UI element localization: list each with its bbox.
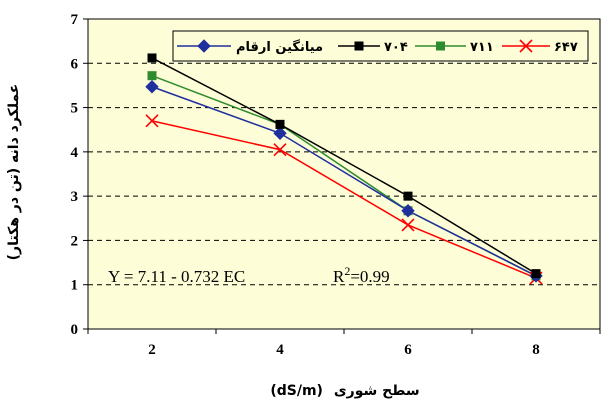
data-point (145, 80, 159, 94)
y-axis: 0 1 2 3 4 5 6 7 (71, 12, 88, 338)
legend-label: ۷۱۱ (470, 40, 494, 55)
data-point (401, 204, 415, 218)
data-point (401, 218, 415, 232)
x-axis: 2 4 6 8 (87, 329, 601, 358)
data-point (145, 114, 159, 128)
data-point (147, 71, 157, 81)
data-point (147, 53, 157, 63)
x-axis-title: (dS/m) سطح شوری (270, 383, 419, 399)
x-tick-label: 6 (404, 342, 412, 358)
y-tick-label: 4 (71, 145, 79, 161)
series-line (151, 120, 537, 279)
y-tick-label: 6 (71, 56, 79, 72)
series-markers (145, 53, 543, 285)
y-tick-label: 7 (71, 12, 79, 28)
data-point (273, 126, 287, 140)
series-line (151, 86, 537, 277)
y-tick-label: 5 (71, 101, 79, 117)
legend-label: ۶۴۷ (554, 40, 578, 55)
data-point (403, 191, 413, 201)
series-lines (151, 57, 537, 279)
legend-label: میانگین ارقام (236, 39, 323, 55)
regression-equation: Y = 7.11 - 0.732 EC (108, 267, 245, 286)
data-point (197, 39, 211, 53)
x-tick-label: 8 (532, 342, 540, 358)
y-tick-label: 3 (71, 189, 79, 205)
r-squared: R2=0.99 (333, 264, 390, 286)
data-point (275, 119, 285, 129)
data-point (531, 269, 541, 279)
plot-area (88, 19, 600, 329)
data-point (354, 41, 364, 51)
data-point (519, 39, 533, 53)
data-point (436, 41, 445, 51)
y-axis-title: عملکرد دانه (تن در هکتار) (6, 84, 22, 261)
x-tick-label: 4 (276, 342, 284, 358)
series-line (151, 57, 537, 275)
grid-lines (88, 62, 600, 286)
legend: میانگین ارقام ۷۰۴ ۷۱۱ ۶۴۷ (172, 30, 589, 62)
y-tick-label: 2 (71, 233, 79, 249)
y-tick-label: 1 (71, 278, 79, 294)
legend-label: ۷۰۴ (384, 40, 408, 55)
data-point (273, 143, 287, 157)
x-tick-label: 2 (148, 342, 156, 358)
y-tick-label: 0 (71, 322, 79, 338)
